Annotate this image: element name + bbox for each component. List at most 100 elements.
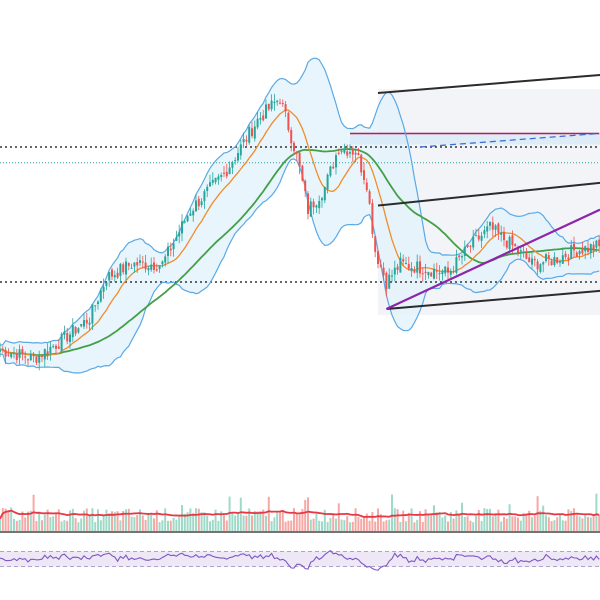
candle-70 [195,194,197,212]
channel-line-middle [377,181,600,207]
candle-181 [505,240,508,250]
candle-body-29 [80,324,83,327]
volume-bar-51 [141,515,144,531]
candle-129 [360,153,363,176]
candle-203 [567,254,570,266]
candle-body-65 [181,221,183,234]
volume-bar-157 [438,511,441,531]
candle-body-119 [332,166,335,169]
volume-bar-188 [525,513,528,531]
candle-77 [214,177,217,185]
candle-75 [209,174,211,188]
candle-30 [83,313,85,329]
candle-130 [363,162,365,185]
candle-body-96 [267,103,270,110]
volume-bar-169 [472,522,475,531]
volume-moving-average-line [0,509,600,520]
volume-bar-24 [66,520,69,531]
volume-bar-137 [382,521,385,531]
volume-bar-104 [290,520,293,531]
candle-body-183 [511,235,514,246]
candle-body-166 [463,246,466,257]
volume-bar-207 [578,516,581,531]
volume-bar-16 [43,514,46,531]
candle-1 [1,345,4,353]
candle-body-186 [519,250,522,252]
candle-65 [181,214,183,242]
volume-bar-166 [463,516,466,531]
candle-187 [522,244,525,258]
volume-bar-211 [589,517,592,531]
candle-161 [449,268,452,279]
candle-186 [519,246,522,259]
candle-body-93 [259,118,262,120]
candle-body-175 [489,222,491,226]
candle-body-91 [253,126,256,139]
candle-139 [388,268,391,290]
candle-body-161 [449,270,452,275]
volume-pane [0,493,600,531]
candle-54 [150,257,153,272]
volume-bar-148 [413,522,416,531]
volume-bar-17 [46,509,49,531]
candle-body-31 [85,319,88,324]
candle-115 [321,196,323,208]
candle-189 [528,253,531,263]
candle-124 [346,144,349,159]
candle-body-39 [108,272,111,281]
candle-body-57 [158,265,161,269]
candle-body-187 [522,252,525,254]
candle-151 [421,267,424,282]
candle-body-141 [393,267,396,275]
candle-body-18 [49,346,52,354]
candle-body-146 [407,263,410,269]
candle-body-213 [595,240,598,248]
candle-body-182 [508,236,511,250]
volume-bar-25 [69,510,71,531]
candle-body-204 [570,245,573,259]
volume-bar-179 [500,521,503,531]
volume-bar-97 [270,521,273,531]
candle-16 [43,348,46,368]
volume-bar-139 [388,519,391,531]
candle-44 [122,262,125,275]
candle-body-127 [354,152,357,155]
candle-0 [0,342,1,358]
candle-212 [592,241,595,258]
candle-64 [178,224,181,244]
volume-bar-59 [164,508,167,531]
candle-176 [491,216,494,238]
volume-bar-102 [284,521,287,531]
candle-body-75 [209,182,211,187]
volume-bar-74 [206,515,209,531]
candle-body-200 [559,261,561,263]
volume-bar-180 [503,516,505,531]
candle-body-14 [38,354,41,363]
volume-bar-125 [349,522,351,531]
volume-bar-13 [35,521,38,531]
candle-body-13 [35,356,38,363]
candle-112 [312,198,315,215]
candle-46 [127,262,130,271]
volume-bar-174 [486,508,489,531]
candle-179 [500,225,503,242]
volume-bar-204 [570,511,573,531]
candle-166 [463,240,466,261]
rsi-line [0,549,600,571]
candle-body-149 [416,261,419,273]
volume-bar-56 [155,510,158,531]
candle-105 [293,140,295,156]
candle-109 [304,179,307,197]
fast-moving-average-line [0,109,600,357]
candle-72 [200,198,203,208]
candle-84 [234,157,237,165]
candle-7 [18,344,21,365]
rsi-band [0,551,600,567]
volume-bar-128 [357,517,360,531]
volume-bar-86 [239,497,242,531]
volume-bar-189 [528,510,531,531]
candle-body-168 [469,245,472,247]
candle-body-155 [433,268,435,279]
candle-49 [136,257,139,273]
candle-body-133 [371,203,374,234]
